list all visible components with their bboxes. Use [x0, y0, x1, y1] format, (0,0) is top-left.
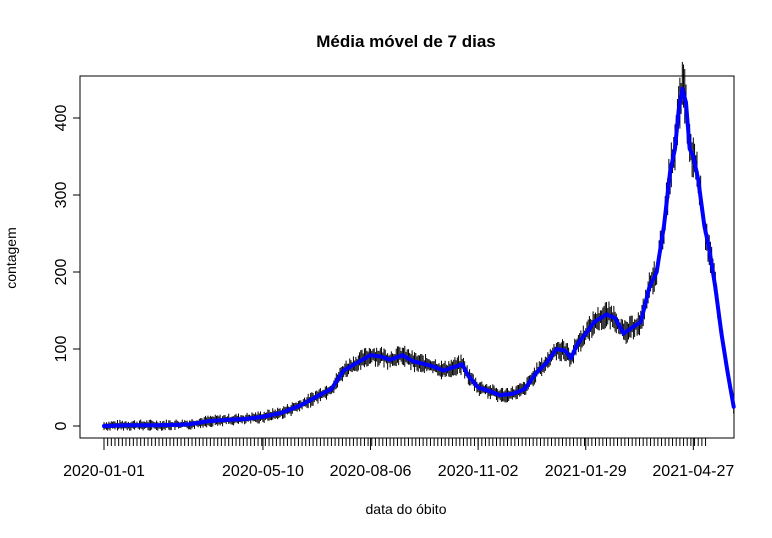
- y-tick-label: 0: [53, 421, 70, 430]
- y-tick-label: 400: [53, 105, 70, 132]
- x-axis: 2020-01-01 2020-05-10 2020-08-06 2020-11-02…: [63, 437, 734, 480]
- x-axis-label: data do óbito: [366, 501, 447, 517]
- series-line: [102, 86, 736, 428]
- plot-box: [79, 75, 735, 439]
- y-tick-label: 100: [53, 336, 70, 363]
- x-tick-label: 2020-11-02: [438, 463, 519, 480]
- y-axis-label: contagem: [3, 227, 19, 288]
- x-tick-label: 2021-01-29: [545, 463, 627, 480]
- y-axis: 0 100 200 300 400: [53, 105, 81, 430]
- x-tick-label: 2020-01-01: [63, 463, 145, 480]
- x-minor-ticks: [103, 438, 707, 446]
- y-tick-label: 200: [53, 259, 70, 286]
- chart-title: Média móvel de 7 dias: [316, 32, 496, 51]
- x-tick-label: 2020-08-06: [330, 463, 412, 480]
- y-tick-label: 300: [53, 182, 70, 209]
- x-tick-label: 2021-04-27: [652, 463, 734, 480]
- x-tick-label: 2020-05-10: [222, 463, 304, 480]
- series-group: [102, 86, 736, 428]
- raw-spikes: [103, 61, 735, 431]
